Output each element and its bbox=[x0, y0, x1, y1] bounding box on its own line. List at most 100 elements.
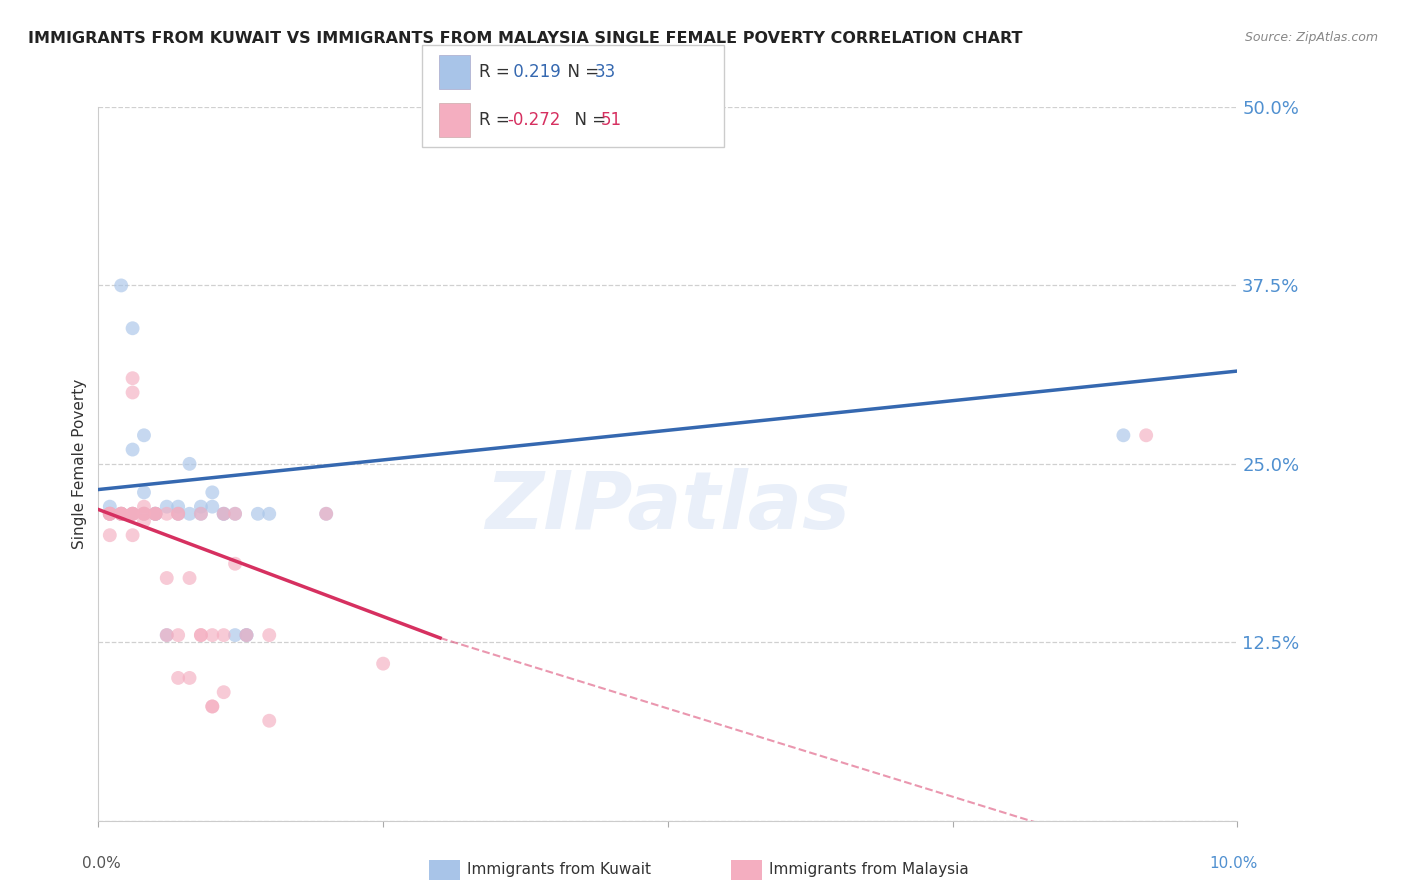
Point bbox=[1112, 428, 1135, 442]
Point bbox=[145, 507, 167, 521]
Point bbox=[212, 507, 235, 521]
Point bbox=[110, 507, 132, 521]
Point bbox=[98, 507, 121, 521]
Point bbox=[132, 485, 155, 500]
Point bbox=[98, 507, 121, 521]
Point bbox=[121, 442, 143, 457]
Point bbox=[98, 507, 121, 521]
Point bbox=[235, 628, 257, 642]
Point bbox=[156, 507, 179, 521]
Point bbox=[373, 657, 395, 671]
Point bbox=[110, 507, 132, 521]
Point bbox=[121, 371, 143, 385]
Point bbox=[132, 514, 155, 528]
Text: 51: 51 bbox=[600, 111, 621, 129]
Point bbox=[167, 500, 190, 514]
Text: Immigrants from Kuwait: Immigrants from Kuwait bbox=[467, 863, 651, 877]
Point bbox=[132, 500, 155, 514]
Point bbox=[167, 507, 190, 521]
Text: Source: ZipAtlas.com: Source: ZipAtlas.com bbox=[1244, 31, 1378, 45]
Point bbox=[179, 571, 201, 585]
Point bbox=[259, 507, 281, 521]
Point bbox=[1135, 428, 1157, 442]
Point bbox=[167, 671, 190, 685]
Point bbox=[224, 557, 246, 571]
Point bbox=[224, 507, 246, 521]
Text: Immigrants from Malaysia: Immigrants from Malaysia bbox=[769, 863, 969, 877]
Point bbox=[167, 507, 190, 521]
Point bbox=[132, 428, 155, 442]
Text: 0.219: 0.219 bbox=[508, 62, 561, 81]
Point bbox=[190, 507, 212, 521]
Point bbox=[190, 628, 212, 642]
Point bbox=[212, 685, 235, 699]
Point bbox=[156, 571, 179, 585]
Point bbox=[145, 507, 167, 521]
Point bbox=[110, 278, 132, 293]
Y-axis label: Single Female Poverty: Single Female Poverty bbox=[72, 379, 87, 549]
Text: ZIPatlas: ZIPatlas bbox=[485, 467, 851, 546]
Point bbox=[201, 500, 224, 514]
Point bbox=[132, 507, 155, 521]
Point bbox=[212, 628, 235, 642]
Point bbox=[110, 507, 132, 521]
Point bbox=[212, 507, 235, 521]
Point bbox=[121, 507, 143, 521]
Point bbox=[145, 507, 167, 521]
Text: 0.0%: 0.0% bbox=[82, 856, 121, 871]
Point bbox=[145, 507, 167, 521]
Point bbox=[190, 507, 212, 521]
Point bbox=[145, 507, 167, 521]
Point bbox=[98, 507, 121, 521]
Point bbox=[201, 628, 224, 642]
Point bbox=[156, 628, 179, 642]
Point bbox=[145, 507, 167, 521]
Point bbox=[224, 507, 246, 521]
Point bbox=[259, 714, 281, 728]
Text: R =: R = bbox=[479, 62, 516, 81]
Point bbox=[110, 507, 132, 521]
Point bbox=[121, 507, 143, 521]
Point bbox=[224, 628, 246, 642]
Point bbox=[121, 321, 143, 335]
Point bbox=[156, 628, 179, 642]
Point bbox=[167, 628, 190, 642]
Point bbox=[179, 507, 201, 521]
Point bbox=[190, 628, 212, 642]
Point bbox=[212, 507, 235, 521]
Point bbox=[201, 699, 224, 714]
Point bbox=[179, 671, 201, 685]
Point bbox=[98, 528, 121, 542]
Point bbox=[235, 628, 257, 642]
Point bbox=[121, 507, 143, 521]
Point bbox=[110, 507, 132, 521]
Point bbox=[121, 385, 143, 400]
Text: N =: N = bbox=[557, 62, 605, 81]
Text: 10.0%: 10.0% bbox=[1209, 856, 1257, 871]
Point bbox=[132, 507, 155, 521]
Point bbox=[179, 457, 201, 471]
Point bbox=[121, 507, 143, 521]
Point bbox=[132, 507, 155, 521]
Point bbox=[110, 507, 132, 521]
Text: N =: N = bbox=[564, 111, 612, 129]
Point bbox=[190, 500, 212, 514]
Point bbox=[259, 628, 281, 642]
Point bbox=[201, 485, 224, 500]
Point bbox=[121, 528, 143, 542]
Point bbox=[315, 507, 337, 521]
Point bbox=[98, 500, 121, 514]
Text: 33: 33 bbox=[595, 62, 616, 81]
Point bbox=[201, 699, 224, 714]
Text: R =: R = bbox=[479, 111, 516, 129]
Point bbox=[315, 507, 337, 521]
Point bbox=[156, 500, 179, 514]
Point bbox=[98, 507, 121, 521]
Point bbox=[235, 628, 257, 642]
Point bbox=[167, 507, 190, 521]
Point bbox=[121, 507, 143, 521]
Point bbox=[246, 507, 269, 521]
Point bbox=[132, 507, 155, 521]
Text: IMMIGRANTS FROM KUWAIT VS IMMIGRANTS FROM MALAYSIA SINGLE FEMALE POVERTY CORRELA: IMMIGRANTS FROM KUWAIT VS IMMIGRANTS FRO… bbox=[28, 31, 1022, 46]
Text: -0.272: -0.272 bbox=[508, 111, 561, 129]
